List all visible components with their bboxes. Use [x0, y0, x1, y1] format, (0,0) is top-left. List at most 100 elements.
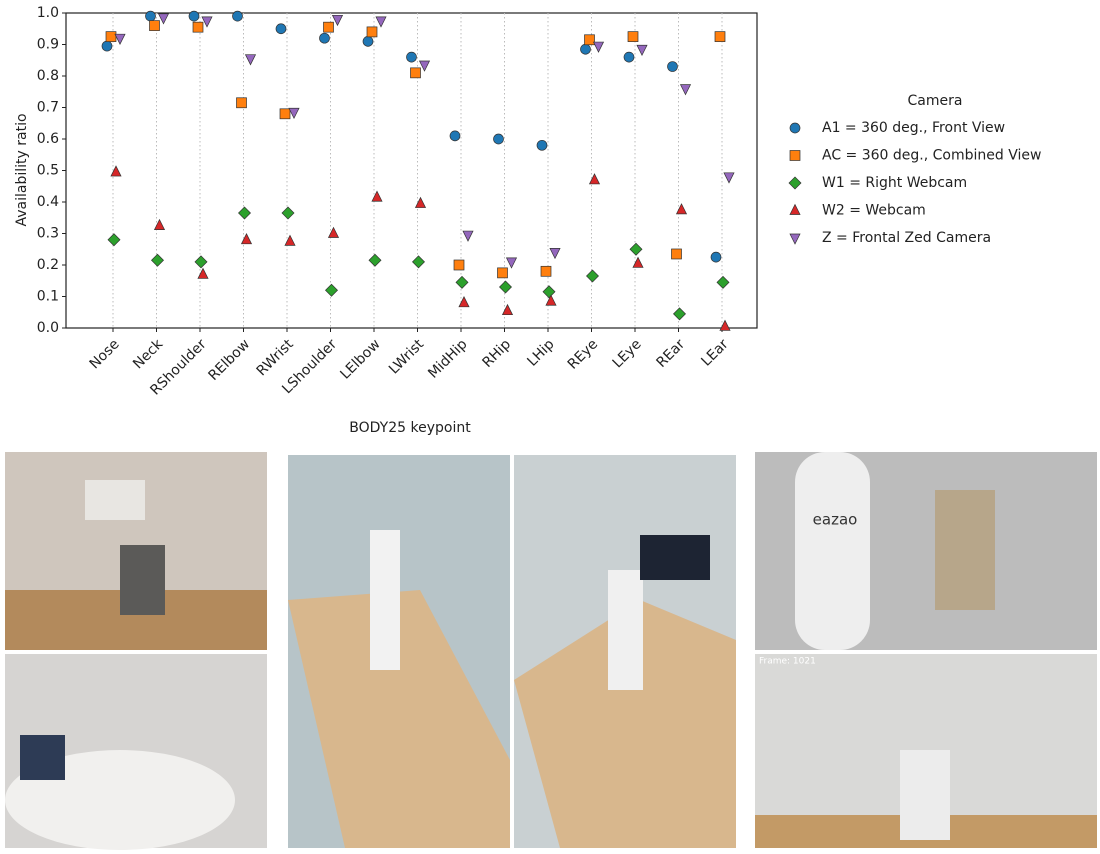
point	[416, 198, 426, 208]
point	[456, 276, 468, 288]
point	[668, 62, 678, 72]
point	[289, 108, 299, 118]
x-axis-label: BODY25 keypoint	[349, 420, 471, 436]
y-tick-label: 0.2	[37, 257, 59, 273]
point	[541, 266, 551, 276]
point	[159, 14, 169, 24]
point	[280, 109, 290, 119]
point	[195, 256, 207, 268]
y-tick-label: 0.3	[37, 226, 59, 242]
point	[150, 21, 160, 31]
figure: eazao Frame: 1021 BODY25 keypoint Availa…	[0, 0, 1100, 850]
x-tick-label: RWrist	[254, 336, 297, 379]
point	[246, 55, 256, 65]
page: eazao Frame: 1021 BODY25 keypoint Availa…	[0, 0, 1100, 854]
point	[420, 61, 430, 71]
whiteboard	[85, 480, 145, 520]
point	[537, 140, 547, 150]
legend-marker	[790, 234, 800, 244]
device	[900, 750, 950, 840]
point	[717, 276, 729, 288]
point	[630, 243, 642, 255]
point	[372, 191, 382, 201]
point	[494, 134, 504, 144]
legend-marker	[790, 123, 800, 133]
y-tick-label: 0.4	[37, 194, 59, 210]
point	[413, 256, 425, 268]
point	[581, 44, 591, 54]
point	[550, 248, 560, 258]
point	[367, 27, 377, 37]
point	[202, 17, 212, 27]
point	[711, 252, 721, 262]
point	[233, 11, 243, 21]
point	[324, 22, 334, 32]
point	[333, 15, 343, 25]
x-tick-label: Neck	[130, 336, 167, 373]
legend-title: Camera	[908, 93, 963, 109]
point	[590, 174, 600, 184]
point	[637, 45, 647, 55]
point	[193, 22, 203, 32]
point	[106, 32, 116, 42]
x-tick-label: LEar	[698, 336, 731, 369]
legend-marker	[789, 177, 801, 189]
point	[407, 52, 417, 62]
x-tick-label: REye	[565, 336, 601, 372]
y-axis-label: Availability ratio	[14, 113, 30, 226]
cylinder	[795, 452, 870, 650]
point	[115, 34, 125, 44]
photos: eazao Frame: 1021	[5, 452, 1097, 850]
legend-marker	[790, 151, 800, 161]
y-tick-label: 1.0	[37, 5, 59, 21]
point	[242, 234, 252, 244]
x-tick-label: LElbow	[337, 336, 383, 382]
device	[370, 530, 400, 670]
photo-text: eazao	[813, 511, 858, 529]
point	[102, 41, 112, 51]
point	[454, 260, 464, 270]
point	[363, 36, 373, 46]
point	[111, 166, 121, 176]
point	[674, 308, 686, 320]
point	[624, 52, 634, 62]
x-tick-label: LWrist	[386, 336, 427, 377]
legend-label: W1 = Right Webcam	[822, 175, 967, 191]
x-tick-label: MidHip	[425, 336, 470, 381]
y-tick-label: 0.5	[37, 163, 59, 179]
legend-label: W2 = Webcam	[822, 203, 926, 219]
point	[146, 11, 156, 21]
point	[681, 85, 691, 95]
point	[237, 98, 247, 108]
point	[369, 254, 381, 266]
point	[152, 254, 164, 266]
photo-text: Frame: 1021	[759, 657, 816, 667]
point	[585, 35, 595, 45]
y-tick-label: 0.0	[37, 320, 59, 336]
point	[498, 268, 508, 278]
point	[463, 231, 473, 241]
point	[239, 207, 251, 219]
point	[282, 207, 294, 219]
x-tick-label: REar	[654, 336, 689, 371]
point	[326, 284, 338, 296]
y-tick-label: 0.9	[37, 37, 59, 53]
y-tick-label: 0.1	[37, 289, 59, 305]
point	[587, 270, 599, 282]
point	[500, 281, 512, 293]
x-tick-label: LEye	[610, 336, 645, 371]
point	[450, 131, 460, 141]
y-tick-label: 0.7	[37, 100, 59, 116]
point	[376, 17, 386, 27]
point	[276, 24, 286, 34]
point	[189, 11, 199, 21]
monitor	[20, 735, 65, 780]
point	[320, 33, 330, 43]
legend-marker	[790, 205, 800, 215]
x-tick-label: Nose	[87, 336, 123, 372]
y-tick-label: 0.6	[37, 131, 59, 147]
monitor	[640, 535, 710, 580]
point	[507, 258, 517, 268]
x-tick-label: LHip	[524, 336, 557, 369]
point	[285, 235, 295, 245]
